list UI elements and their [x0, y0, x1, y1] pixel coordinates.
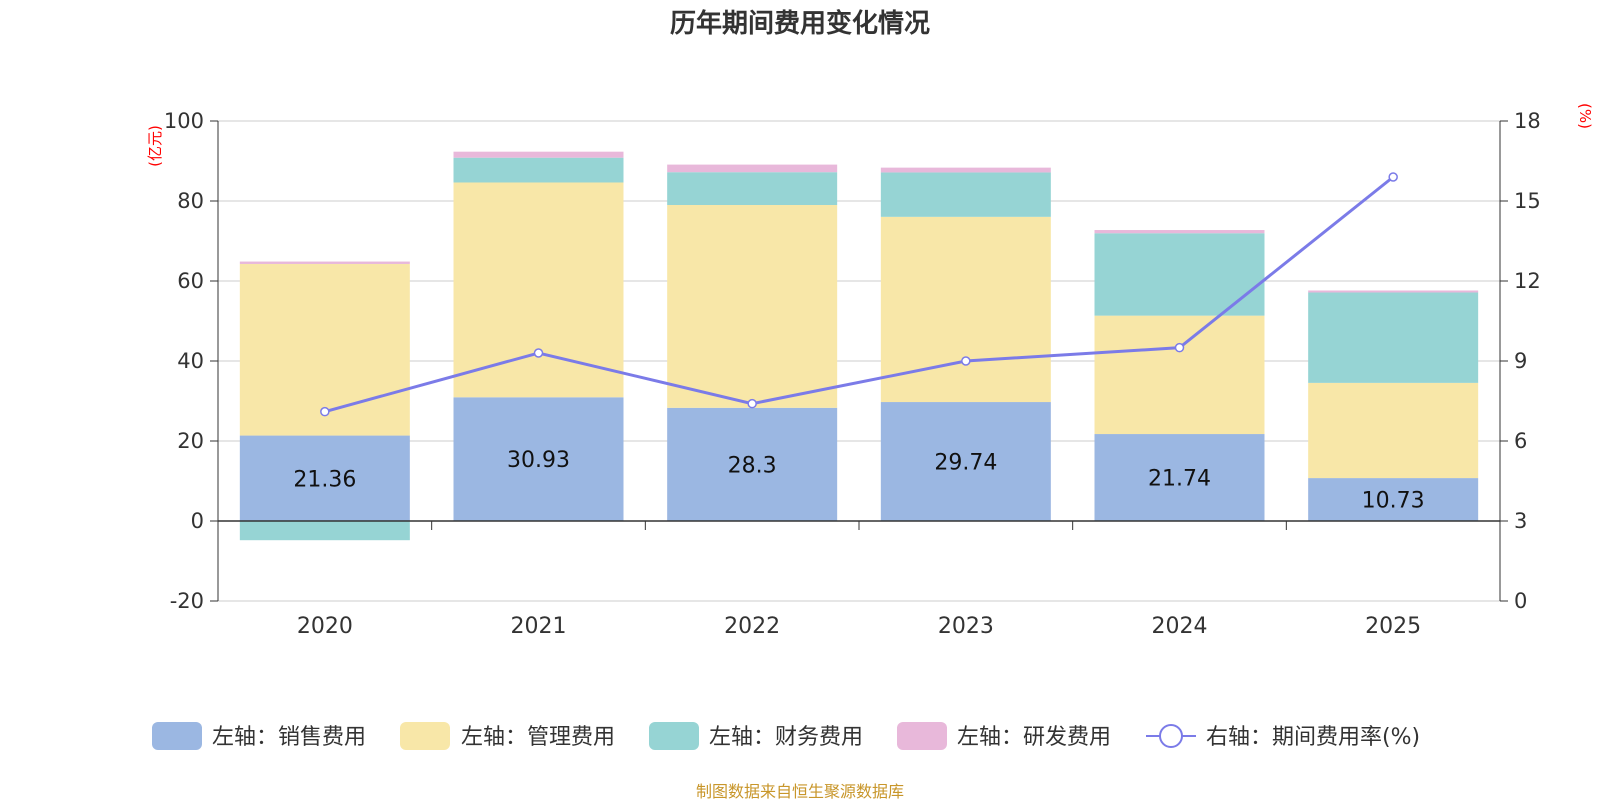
legend-label: 左轴：财务费用: [709, 725, 863, 750]
bar-segment: [667, 164, 838, 173]
source-note: 制图数据来自恒生聚源数据库: [696, 782, 904, 800]
data-label: 28.3: [728, 453, 777, 478]
axes: -20 0 20 40 60 80 100 0 3 6 9 12 15 18 2020 2021 2022 202…: [164, 109, 1541, 639]
legend-label: 左轴：销售费用: [212, 725, 366, 750]
rate-point: [747, 398, 757, 409]
right-tick-label: 6: [1514, 429, 1527, 453]
rate-point: [320, 406, 330, 417]
data-labels: 21.36 30.93 28.3 29.74 21.74 10.73: [293, 448, 1424, 513]
bar-segment: [667, 172, 838, 205]
bar-segment: [1308, 290, 1479, 293]
bar-segment: [453, 157, 624, 183]
left-tick-label: 20: [177, 429, 204, 453]
chart-title: 历年期间费用变化情况: [670, 8, 930, 39]
rate-point: [961, 356, 971, 366]
data-label: 10.73: [1362, 489, 1425, 514]
data-label: 30.93: [507, 448, 570, 473]
legend-swatch: [897, 722, 947, 750]
bar-segment: [880, 402, 1051, 521]
x-tick-label: 2022: [724, 614, 780, 639]
legend-swatch: [400, 722, 450, 750]
bar-segment: [1094, 230, 1265, 234]
legend-marker-icon: [1159, 724, 1183, 748]
left-tick-label: 80: [177, 189, 204, 213]
bar-segment: [880, 167, 1051, 173]
right-tick-label: 15: [1514, 189, 1541, 213]
left-tick-label: -20: [170, 589, 204, 613]
right-tick-label: 18: [1514, 109, 1541, 133]
bar-segment: [1308, 478, 1479, 521]
bar-segment: [453, 182, 624, 398]
legend-label: 右轴：期间费用率(%): [1206, 725, 1420, 750]
bar-segment: [1094, 233, 1265, 316]
x-tick-label: 2023: [938, 614, 994, 639]
x-tick-label: 2025: [1365, 614, 1421, 639]
rate-point: [533, 348, 544, 358]
right-axis-unit: (%): [1576, 103, 1594, 129]
bar-segment: [239, 261, 410, 264]
x-tick-label: 2024: [1152, 614, 1208, 639]
data-label: 29.74: [934, 451, 997, 476]
bar-segment: [1308, 292, 1479, 383]
right-tick-label: 3: [1514, 509, 1527, 533]
data-label: 21.36: [293, 467, 356, 492]
left-tick-label: 0: [191, 509, 204, 533]
legend-label: 左轴：管理费用: [461, 725, 615, 750]
right-tick-label: 12: [1514, 269, 1541, 293]
bar-segment: [239, 521, 410, 541]
rate-line: [320, 172, 1398, 417]
right-tick-label: 9: [1514, 349, 1527, 373]
bar-segment: [667, 205, 838, 408]
data-label: 21.74: [1148, 467, 1211, 492]
bar-segment: [1094, 434, 1265, 521]
x-tick-label: 2021: [511, 614, 567, 639]
left-tick-label: 40: [177, 349, 204, 373]
rate-point: [1388, 172, 1398, 182]
right-tick-label: 0: [1514, 589, 1527, 613]
bar-segment: [880, 172, 1051, 217]
legend-swatch: [649, 722, 699, 750]
left-tick-label: 100: [164, 109, 204, 133]
legend-swatch: [152, 722, 202, 750]
bar-segment: [453, 397, 624, 521]
bar-segment: [1094, 315, 1265, 435]
bars: [239, 151, 1479, 541]
legend-label: 左轴：研发费用: [957, 725, 1111, 750]
x-tick-label: 2020: [297, 614, 353, 639]
left-axis-unit: (亿元): [146, 125, 164, 167]
bar-segment: [453, 151, 624, 158]
bar-segment: [239, 435, 410, 521]
bar-segment: [1308, 382, 1479, 479]
bar-segment: [667, 407, 838, 521]
legend: 左轴：销售费用 左轴：管理费用 左轴：财务费用 左轴：研发费用 右轴：期间费用率(%): [152, 722, 1420, 750]
left-tick-label: 60: [177, 269, 204, 293]
rate-point: [1174, 342, 1185, 353]
rate-line-path: [324, 175, 1395, 414]
